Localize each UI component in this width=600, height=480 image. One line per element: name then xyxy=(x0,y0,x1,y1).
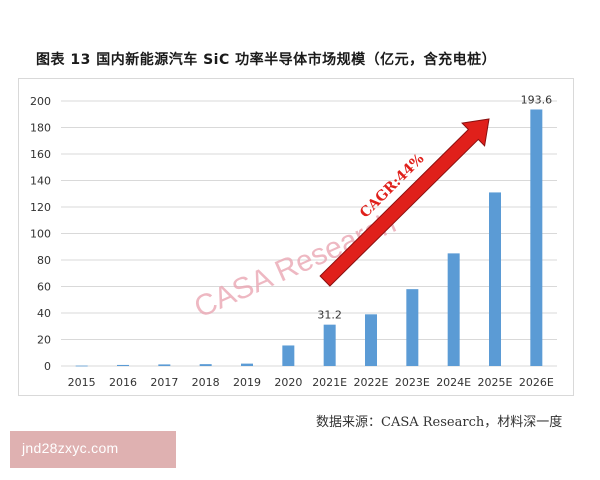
watermark-text: CASA Research xyxy=(189,206,400,324)
bar xyxy=(406,289,419,366)
y-tick-label: 60 xyxy=(37,281,51,294)
x-tick-label: 2015 xyxy=(68,376,96,389)
x-tick-label: 2023E xyxy=(395,376,430,389)
overlay-banner xyxy=(10,431,176,468)
x-tick-label: 2021E xyxy=(312,376,347,389)
bar-chart: 0 20 40 60 80 100 120 140 160 180 200 CASA Research… xyxy=(30,93,557,389)
data-label: 31.2 xyxy=(317,309,342,322)
y-tick-label: 120 xyxy=(30,201,51,214)
x-tick-label: 2019 xyxy=(233,376,261,389)
y-tick-label: 180 xyxy=(30,122,51,135)
source-note: 数据来源：CASA Research，材料深一度 xyxy=(316,415,563,430)
y-tick-label: 0 xyxy=(44,360,51,373)
data-label: 193.6 xyxy=(521,93,553,106)
x-tick-label: 2024E xyxy=(436,376,471,389)
bar xyxy=(530,109,543,367)
bar xyxy=(282,345,295,366)
y-tick-label: 100 xyxy=(30,228,51,241)
x-tick-label: 2022E xyxy=(354,376,389,389)
y-tick-label: 80 xyxy=(37,254,51,267)
bar xyxy=(75,365,88,367)
bar xyxy=(158,364,171,366)
y-tick-label: 160 xyxy=(30,148,51,161)
bar xyxy=(241,363,253,366)
y-tick-label: 140 xyxy=(30,175,51,188)
bar xyxy=(117,364,129,366)
bar xyxy=(447,253,460,366)
bar xyxy=(365,314,377,366)
x-tick-label: 2026E xyxy=(519,376,554,389)
x-tick-label: 2018 xyxy=(192,376,220,389)
overlay-url-text: jnd28zxyc.com xyxy=(22,440,119,456)
bar xyxy=(199,364,212,366)
chart-frame: 0 20 40 60 80 100 120 140 160 180 200 CASA Research… xyxy=(18,78,574,396)
bar xyxy=(489,192,501,366)
bar xyxy=(323,324,336,366)
y-tick-label: 200 xyxy=(30,95,51,108)
x-tick-label: 2016 xyxy=(109,376,137,389)
y-tick-label: 40 xyxy=(37,307,51,320)
x-tick-label: 2025E xyxy=(478,376,513,389)
chart-title: 图表 13 国内新能源汽车 SiC 功率半导体市场规模（亿元，含充电桩） xyxy=(36,52,497,68)
x-tick-label: 2017 xyxy=(150,376,178,389)
x-tick-label: 2020 xyxy=(274,376,302,389)
growth-arrow xyxy=(319,118,490,287)
y-tick-label: 20 xyxy=(37,334,51,347)
